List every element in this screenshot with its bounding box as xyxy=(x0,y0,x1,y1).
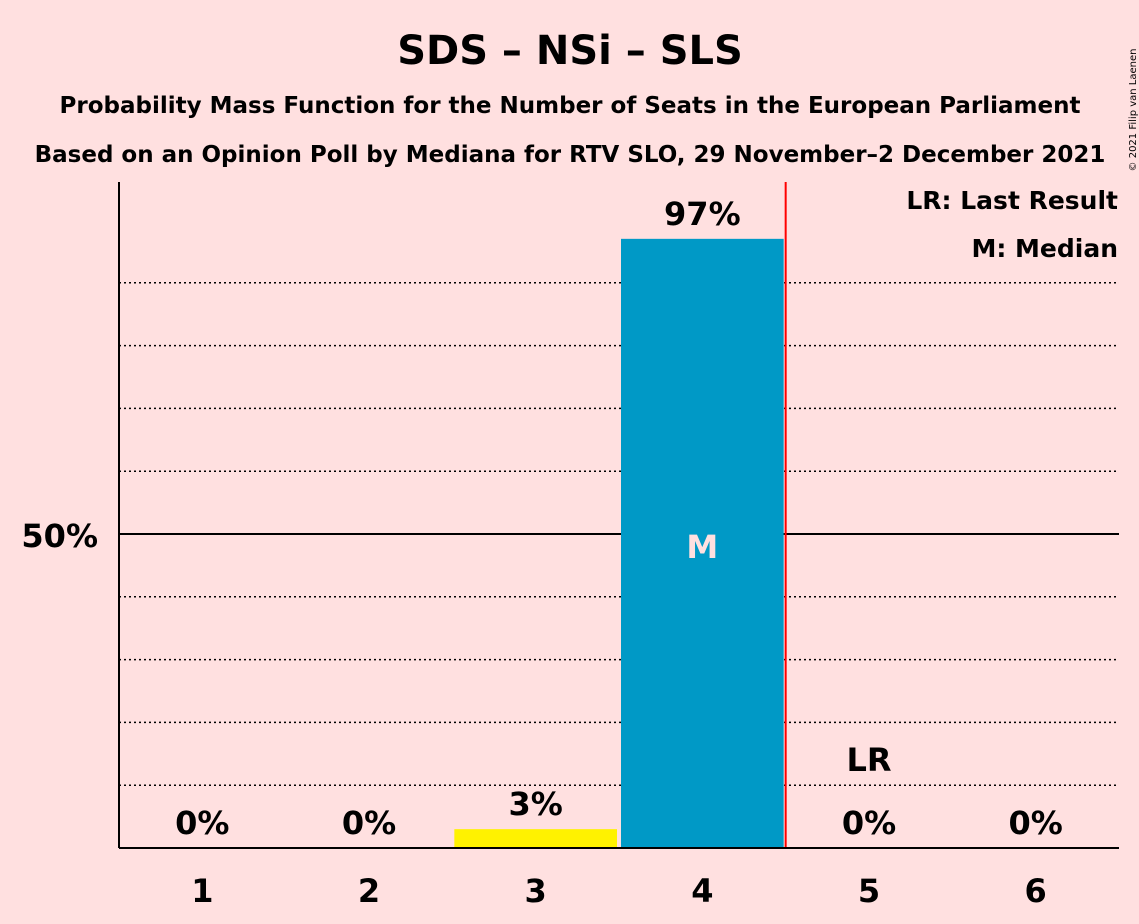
legend-last-result: LR: Last Result xyxy=(906,186,1118,215)
data-label-5: 0% xyxy=(842,804,896,842)
median-marker: M xyxy=(686,528,718,566)
x-tick-label-5: 5 xyxy=(858,872,880,910)
chart-title: SDS – NSi – SLS xyxy=(397,28,743,74)
x-tick-label-1: 1 xyxy=(191,872,213,910)
chart-subtitle-1: Probability Mass Function for the Number… xyxy=(60,93,1081,119)
bar-4 xyxy=(621,238,784,849)
x-tick-labels: 1 2 3 4 5 6 xyxy=(191,872,1047,910)
data-label-1: 0% xyxy=(175,804,229,842)
data-label-3: 3% xyxy=(509,785,563,823)
copyright-text: © 2021 Filip van Laenen xyxy=(1128,49,1139,172)
data-labels: 0% 0% 3% 97% M 0% LR 0% xyxy=(175,195,1063,842)
x-tick-label-6: 6 xyxy=(1025,872,1047,910)
data-label-4: 97% xyxy=(664,195,741,233)
x-tick-label-2: 2 xyxy=(358,872,380,910)
data-label-6: 0% xyxy=(1009,804,1063,842)
legend-median: M: Median xyxy=(971,234,1118,263)
y-tick-label-50: 50% xyxy=(21,517,98,555)
grid-lines xyxy=(119,282,1119,786)
last-result-marker: LR xyxy=(846,741,891,779)
bar-3 xyxy=(454,829,617,848)
x-tick-label-3: 3 xyxy=(525,872,547,910)
chart-subtitle-2: Based on an Opinion Poll by Mediana for … xyxy=(35,142,1106,168)
bars xyxy=(454,182,787,849)
x-tick-label-4: 4 xyxy=(691,872,713,910)
data-label-2: 0% xyxy=(342,804,396,842)
